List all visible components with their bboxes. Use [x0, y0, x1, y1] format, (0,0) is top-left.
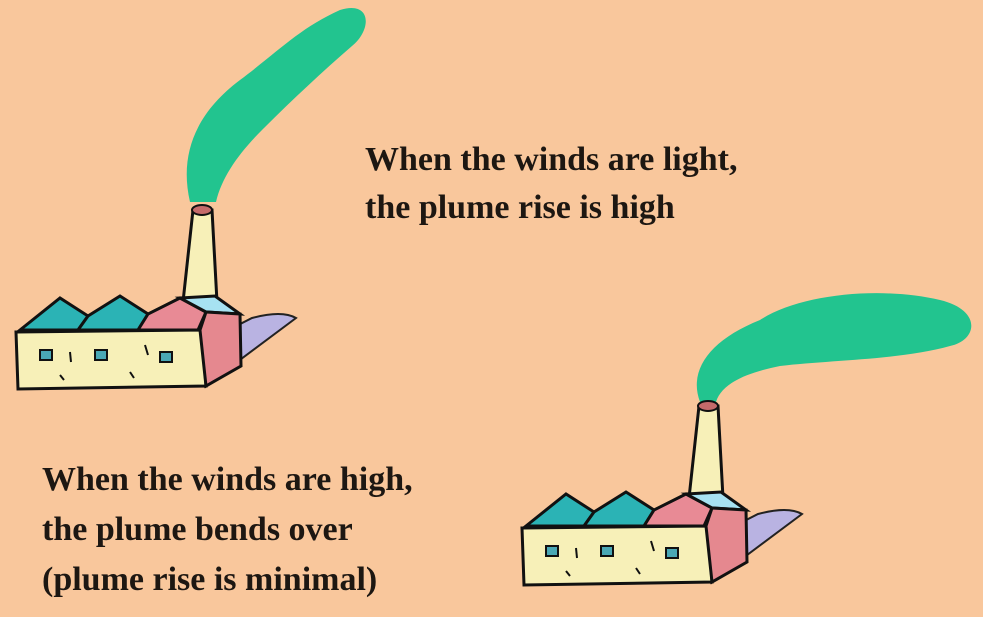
caption-line: (plume rise is minimal) — [42, 561, 377, 598]
page: When the winds are light, the plume rise… — [0, 0, 983, 617]
slide: When the winds are light, the plume rise… — [0, 0, 983, 617]
caption-line: the plume bends over — [42, 511, 353, 548]
caption-line: the plume rise is high — [365, 189, 675, 226]
caption-line: When the winds are high, — [42, 461, 413, 498]
caption-line: When the winds are light, — [365, 141, 737, 178]
